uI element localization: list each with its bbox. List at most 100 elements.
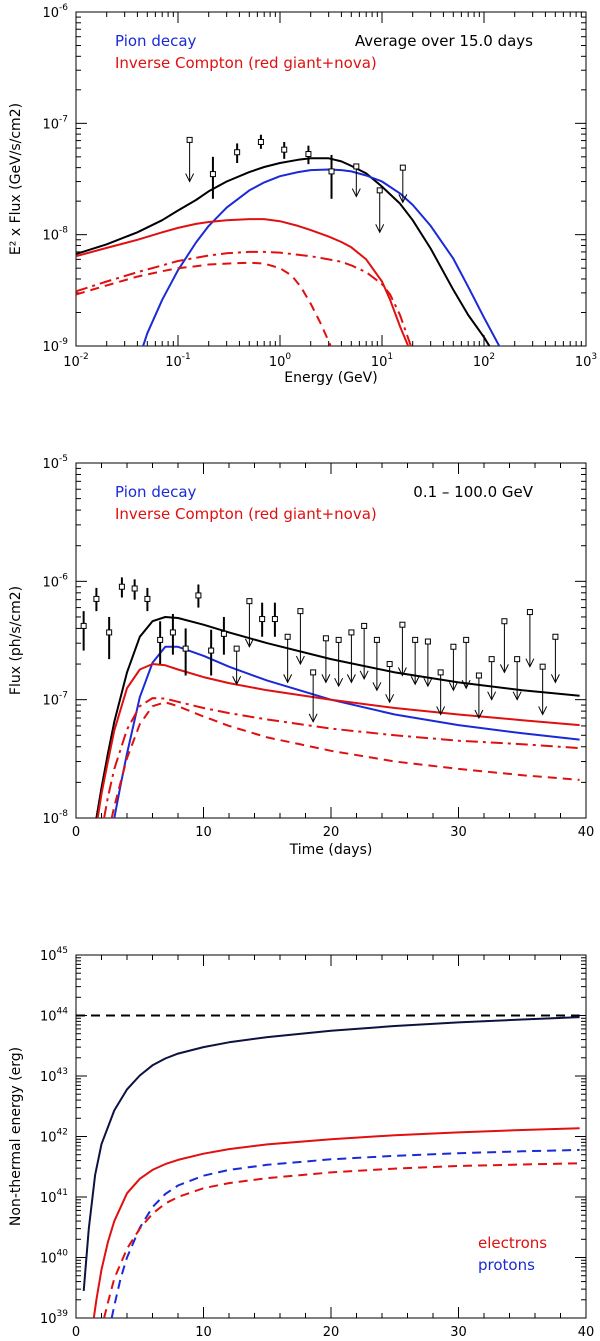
upper-limit-arrowhead [283,674,293,684]
data-point [208,647,215,654]
upper-limit-marker [488,656,495,663]
data-point [195,592,202,599]
y-tick-label: 1043 [40,1067,68,1085]
data-point [259,616,266,623]
x-tick-label: 40 [578,825,595,840]
y-tick-label: 1040 [40,1249,68,1267]
upper-limit-arrowhead [372,682,382,692]
x-tick-label: 102 [473,352,495,370]
upper-limit-arrowhead [410,676,420,686]
upper-limit-arrowhead [487,691,497,701]
upper-limit-marker [361,622,368,629]
y-tick-label: 10-7 [42,691,68,709]
series-group [76,1014,580,1318]
upper-limit-marker [246,598,253,605]
series-line-ic-component-dash-dot- [103,697,580,818]
x-tick-label: 20 [323,1325,340,1340]
upper-limit-marker [437,669,444,676]
legend-inverse: Inverse Compton (red giant+nova) [115,54,377,72]
upper-limit-marker [335,636,342,643]
data-point [182,645,189,652]
x-tick-label: 20 [323,825,340,840]
x-axis-label: Time (days) [289,842,373,858]
x-tick-label: 10 [195,1325,212,1340]
y-tick-label: 10-7 [42,114,68,132]
upper-limit-marker [322,635,329,642]
upper-limit-marker [501,618,508,625]
data-point [93,595,100,602]
y-tick-label: 10-8 [42,226,68,244]
upper-limit-marker [514,656,521,663]
legend-pion: Pion decay [115,32,197,50]
upper-limit-arrowhead [321,674,331,684]
upper-limit-arrowhead [550,674,560,684]
series-line-inverse-compton [96,663,580,818]
upper-limit-marker [376,187,383,194]
y-tick-label: 1039 [40,1309,68,1327]
annotation: 0.1 – 100.0 GeV [413,483,533,501]
series-line-total [76,157,491,346]
y-axis-label: Flux (ph/s/cm2) [8,586,24,695]
data-point [209,171,216,178]
upper-limit-marker [424,638,431,645]
x-tick-label: 103 [575,352,597,370]
series-line-total [95,616,580,818]
upper-limit-marker [386,661,393,668]
upper-limit-arrowhead [436,706,446,716]
x-tick-label: 101 [371,352,393,370]
series-group [95,616,580,818]
legend-pion: Pion decay [115,483,197,501]
x-tick-label: 30 [450,825,467,840]
upper-limit-marker [399,621,406,628]
data-point [106,629,113,636]
upper-limit-arrowhead [351,188,361,198]
upper-limit-arrowhead [474,709,484,720]
upper-limit-marker [348,629,355,636]
data-point [80,622,87,629]
x-tick-label: 10-1 [165,352,191,370]
data-point [131,585,138,592]
data-point [157,636,164,643]
x-tick-label: 10 [195,825,212,840]
chart-energy: 1039104010411042104310441045010203040Tim… [8,946,594,1340]
y-tick-label: 1045 [40,946,68,964]
upper-limit-marker [310,669,317,676]
x-tick-label: 0 [72,1325,80,1340]
upper-limit-arrowhead [232,676,242,686]
data-point [328,168,335,175]
upper-limit-arrowhead [185,173,195,183]
upper-limit-arrowhead [334,677,344,688]
upper-limit-arrowhead [538,706,548,716]
chart-sed: 10-9 10-8 10-7 10-6 10-2 10-1 100 101 102 103 Ener… [8,3,597,386]
upper-limit-arrowhead [398,194,408,204]
series-line-electrons [92,1127,580,1318]
data-point [118,583,125,590]
data-point [271,616,278,623]
series-line-pion-decay [113,645,580,818]
upper-limit-arrowhead [385,694,395,704]
y-tick-label: 1044 [40,1007,68,1025]
x-axis-label: Energy (GeV) [284,370,377,386]
y-tick-label: 10-6 [42,3,68,21]
legend-protons: protons [478,1256,535,1274]
upper-limit-marker [399,164,406,171]
upper-limit-marker [412,636,419,643]
series-line-total [82,1016,580,1291]
data-point [257,138,264,145]
y-tick-label: 10-9 [42,337,68,355]
upper-limit-marker [373,636,380,643]
upper-limit-arrowhead [375,224,385,234]
upper-limit-marker [353,163,360,170]
upper-limit-arrowhead [359,670,369,680]
upper-limit-arrowhead [244,638,254,648]
upper-limit-arrowhead [423,677,433,688]
data-point [234,149,241,156]
x-tick-label: 30 [450,1325,467,1340]
y-axis-label: Non-thermal energy (erg) [8,1047,24,1226]
x-tick-label: 10-2 [63,352,89,370]
chart-lightcurve: 10-8 10-7 10-6 10-5 0 10 20 30 40 Time (days) Flux… [8,454,594,858]
upper-limit-arrowhead [525,658,535,668]
upper-limit-arrowhead [397,667,407,677]
legend-electrons: electrons [478,1234,547,1252]
